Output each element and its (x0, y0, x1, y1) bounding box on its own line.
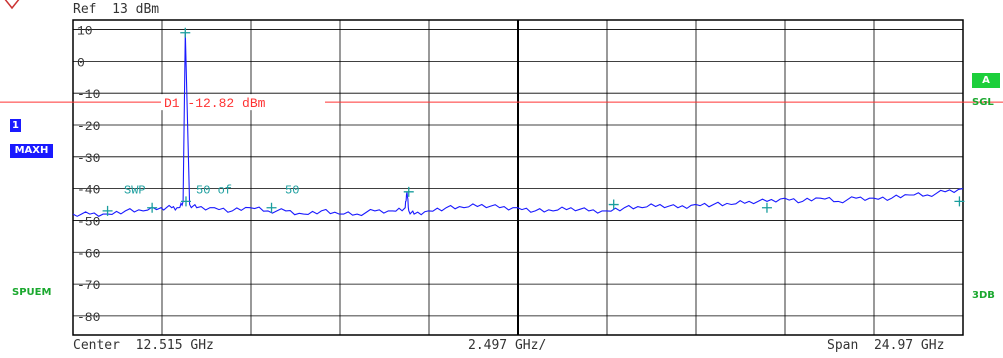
center-frequency-label: Center 12.515 GHz (73, 338, 214, 353)
trace-marker (147, 202, 158, 213)
measurement-mode-label: SPUEM (12, 287, 52, 298)
trace-marker (266, 202, 277, 213)
y-tick-label: 10 (77, 24, 93, 39)
display-line-label: D1 -12.82 dBm (164, 96, 266, 111)
frequency-footer: Center 12.515 GHz 2.497 GHz/ Span 24.97 … (73, 338, 963, 356)
y-tick-label: -70 (77, 278, 100, 293)
trace-number-badge: 1 (10, 119, 21, 132)
trace-line (72, 32, 964, 217)
trace-marker (761, 202, 772, 213)
sweep-annotation-text: 50 (285, 183, 299, 197)
trace-mode-badge: MAXH (10, 144, 53, 158)
trace-marker (102, 205, 113, 216)
trace-marker (608, 199, 619, 210)
sweep-indicator-badge: A (972, 73, 1000, 88)
span-label: Span 24.97 GHz (827, 338, 945, 353)
grid (72, 19, 964, 336)
sweep-mode-label: SGL (972, 97, 994, 108)
display-line-group: D1 -12.82 dBm (0, 94, 1003, 111)
y-tick-label: -20 (77, 119, 100, 134)
span-per-division-label: 2.497 GHz/ (468, 338, 547, 353)
display-line-label-bg (161, 94, 325, 111)
sweep-annotation-text: 50 of (196, 183, 232, 197)
trace-group (72, 32, 964, 217)
y-tick-label: -40 (77, 183, 100, 198)
marker-group (102, 27, 965, 216)
y-tick-label: -10 (77, 87, 100, 102)
y-tick-label: -60 (77, 246, 100, 261)
warning-triangle-icon (4, 0, 20, 10)
trace-marker (180, 196, 191, 207)
y-tick-label: -30 (77, 151, 100, 166)
trace-marker (954, 196, 965, 207)
y-tick-labels: 10 0 -10 -20 -30 -40 -50 -60 -70 -80 (77, 24, 100, 325)
trace-marker (403, 186, 414, 197)
bandwidth-mode-label: 3DB (972, 290, 995, 301)
reference-level-label: Ref 13 dBm (73, 2, 160, 17)
sweep-annotation-text: SWP (124, 183, 146, 197)
y-tick-label: -80 (77, 310, 100, 325)
y-tick-label: 0 (77, 55, 85, 70)
y-tick-label: -50 (77, 214, 100, 229)
sweep-annotation: SWP 50 of 50 (124, 183, 299, 197)
peak-marker (180, 27, 191, 38)
